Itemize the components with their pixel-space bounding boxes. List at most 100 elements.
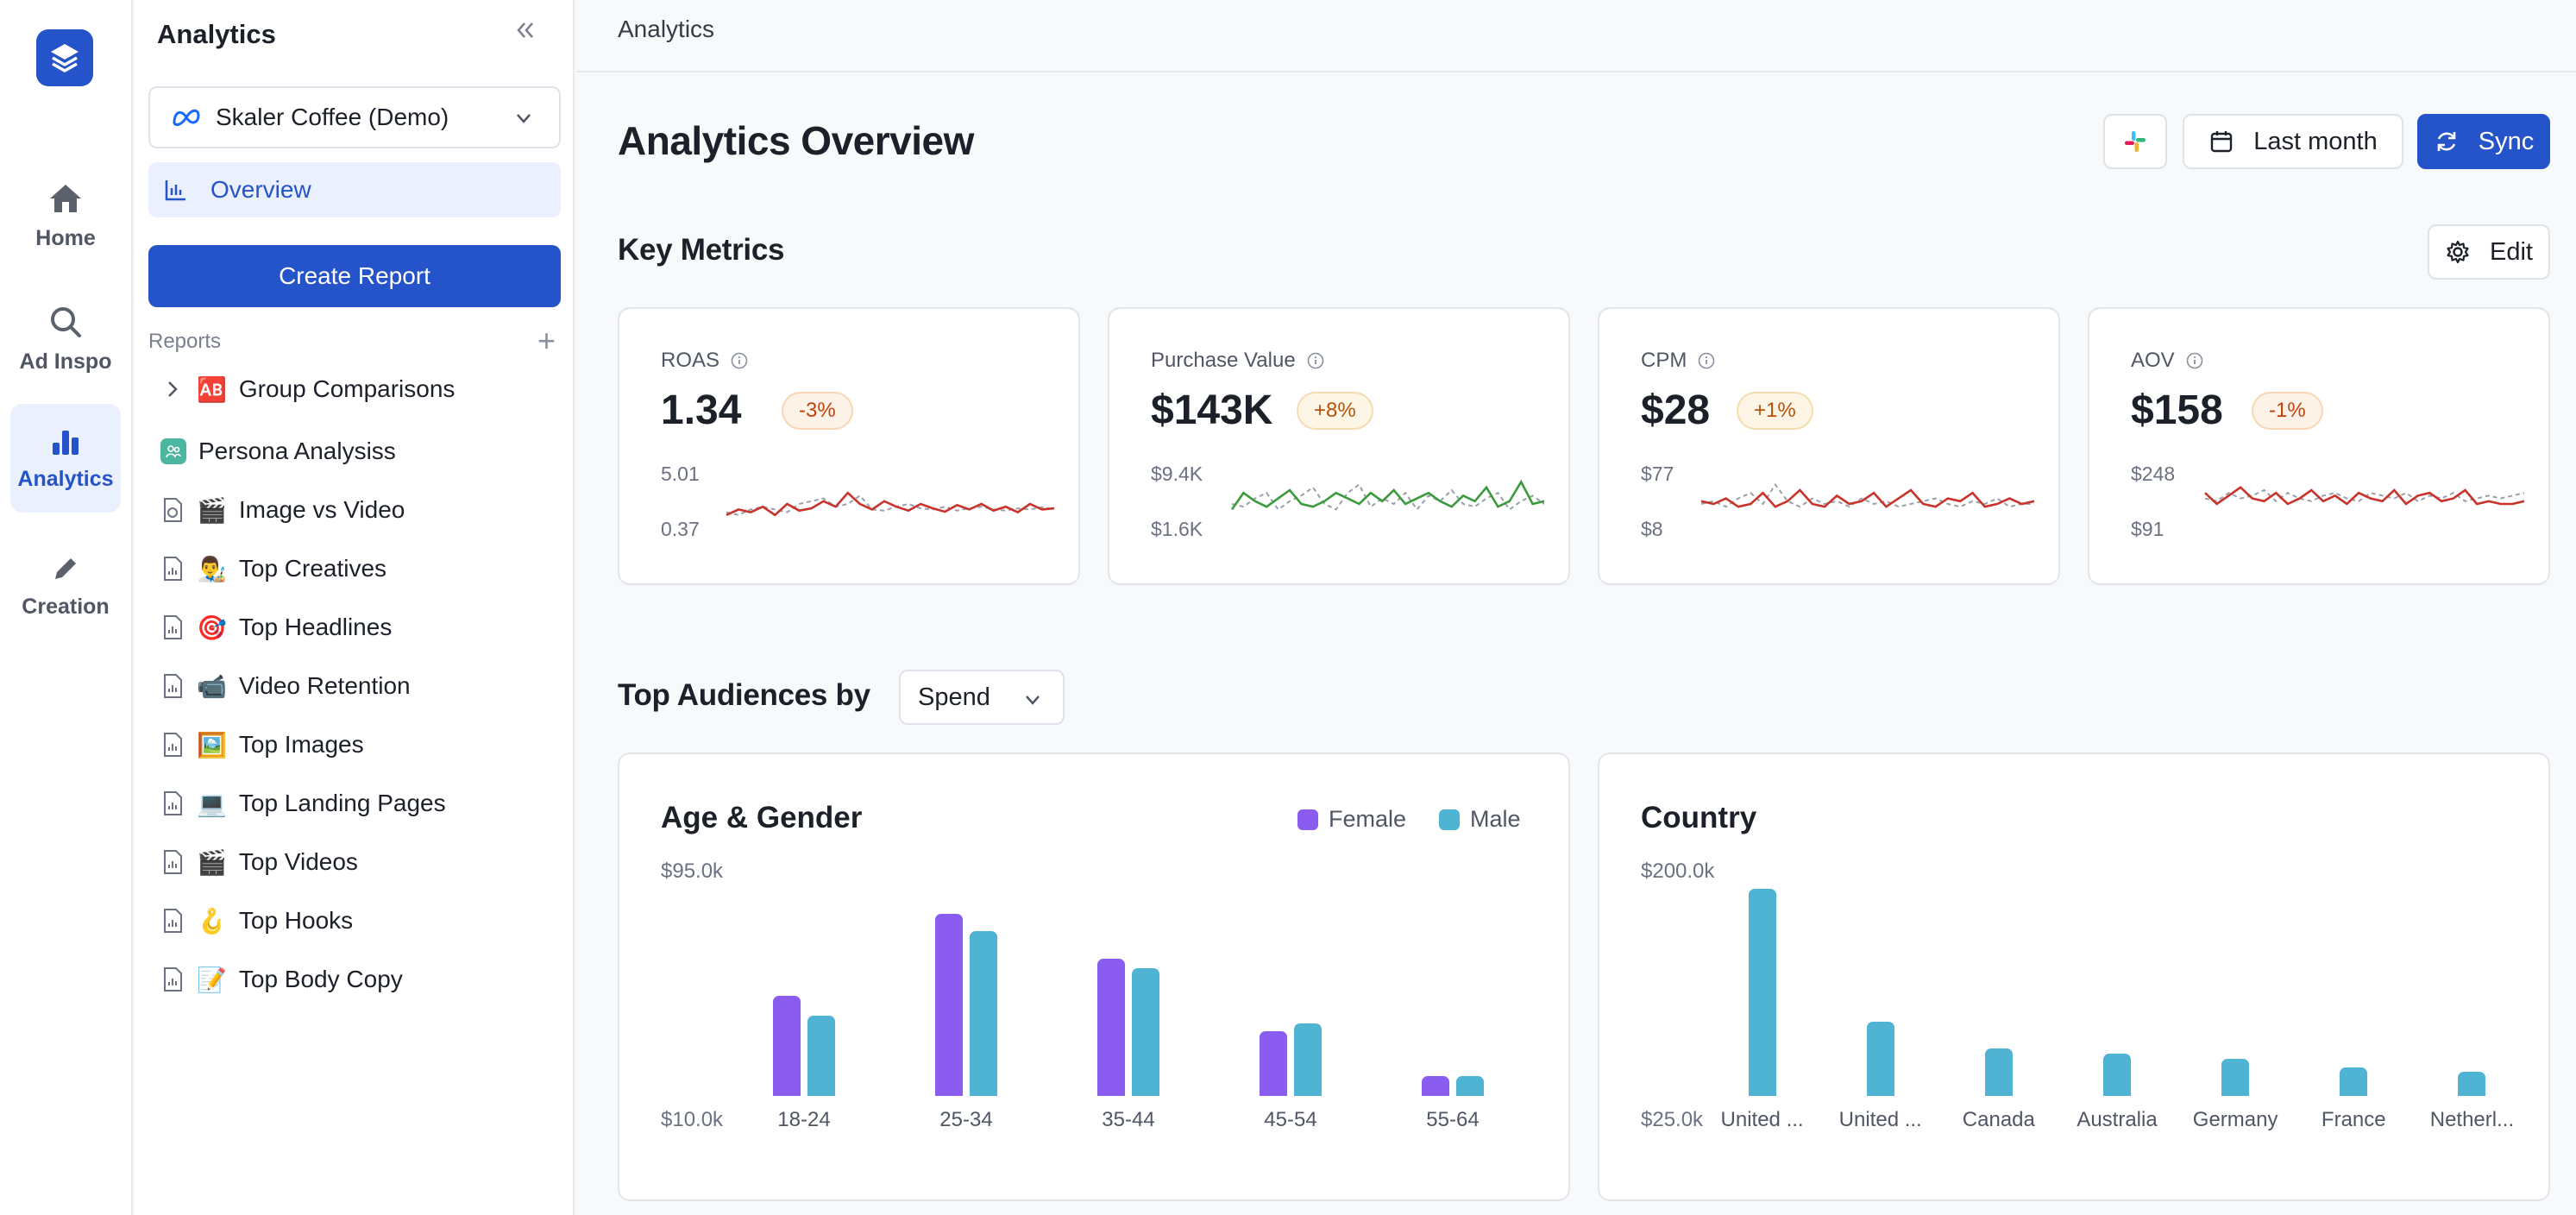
report-top-body-copy[interactable]: 📝 Top Body Copy bbox=[160, 958, 403, 1001]
report-label: Video Retention bbox=[238, 672, 411, 699]
chart-bar[interactable] bbox=[1422, 1075, 1449, 1096]
report-video-retention[interactable]: 📹 Video Retention bbox=[160, 664, 411, 708]
report-icon bbox=[164, 733, 182, 757]
app-rail: Home Ad Inspo Analytics Creation bbox=[0, 0, 133, 1215]
breadcrumb[interactable]: Analytics bbox=[618, 16, 715, 42]
report-label: Top Images bbox=[238, 731, 364, 758]
x-tick-label: Germany bbox=[2192, 1108, 2278, 1131]
sparkline-axis-top: $248 bbox=[2131, 463, 2176, 485]
chart-bar[interactable] bbox=[1097, 958, 1125, 1096]
age-gender-chart-card: Age & Gender Female Male $95.0k $10.0k 1… bbox=[618, 752, 1570, 1201]
report-persona-analysis[interactable]: Persona Analysiss bbox=[160, 430, 396, 473]
analytics-sidebar: Analytics Skaler Coffee (Demo) Overview … bbox=[135, 0, 575, 1215]
edit-label: Edit bbox=[2490, 237, 2533, 266]
report-icon bbox=[164, 909, 182, 933]
report-top-images[interactable]: 🖼️ Top Images bbox=[160, 723, 364, 766]
report-group-comparisons[interactable]: 🆎 Group Comparisons bbox=[160, 368, 455, 411]
report-top-headlines[interactable]: 🎯 Top Headlines bbox=[160, 606, 392, 649]
chevron-right-icon[interactable] bbox=[160, 377, 185, 401]
report-emoji: 🪝 bbox=[197, 907, 227, 935]
report-icon bbox=[164, 615, 182, 639]
sparkline-current bbox=[2204, 486, 2525, 506]
metric-change-badge: -3% bbox=[782, 392, 853, 430]
chart-bar[interactable] bbox=[1748, 889, 1776, 1096]
app-logo[interactable] bbox=[36, 29, 93, 86]
metric-label-text: CPM bbox=[1641, 349, 1687, 372]
chart-bar[interactable] bbox=[2221, 1058, 2250, 1096]
rail-label-ad-inspo: Ad Inspo bbox=[19, 349, 112, 374]
report-top-landing-pages[interactable]: 💻 Top Landing Pages bbox=[160, 782, 446, 825]
sparkline-axis-top: 5.01 bbox=[661, 463, 700, 485]
metric-card[interactable]: ROAS 1.34 -3% 5.01 0.37 bbox=[618, 307, 1080, 585]
date-range-button[interactable]: Last month bbox=[2183, 114, 2403, 169]
chart-bar[interactable] bbox=[1260, 1030, 1287, 1096]
info-icon[interactable] bbox=[730, 351, 749, 370]
report-emoji: 💻 bbox=[197, 790, 227, 817]
report-label: Image vs Video bbox=[238, 496, 405, 523]
sparkline-axis-bottom: $1.6K bbox=[1151, 518, 1203, 540]
chart-bar[interactable] bbox=[970, 930, 997, 1096]
chart-bar[interactable] bbox=[1984, 1048, 2013, 1096]
metric-label: ROAS bbox=[661, 349, 749, 373]
rail-item-creation[interactable]: Creation bbox=[10, 532, 121, 640]
nav-overview[interactable]: Overview bbox=[148, 162, 561, 217]
x-tick-label: 45-54 bbox=[1264, 1108, 1317, 1131]
pencil-icon bbox=[55, 557, 76, 579]
x-tick-label: United ... bbox=[1720, 1108, 1804, 1131]
info-icon[interactable] bbox=[2185, 351, 2204, 370]
report-emoji: 🆎 bbox=[197, 375, 227, 403]
bar-chart-icon bbox=[53, 430, 79, 455]
rail-item-analytics[interactable]: Analytics bbox=[10, 404, 121, 513]
report-emoji: 👨‍🎨 bbox=[197, 555, 227, 582]
layers-icon bbox=[51, 44, 79, 72]
rail-item-home[interactable]: Home bbox=[10, 161, 121, 270]
report-image-vs-video[interactable]: 🎬 Image vs Video bbox=[160, 488, 405, 532]
chart-title: Age & Gender bbox=[661, 801, 863, 834]
create-report-button[interactable]: Create Report bbox=[148, 245, 561, 307]
chart-title: Country bbox=[1641, 801, 1757, 834]
report-top-hooks[interactable]: 🪝 Top Hooks bbox=[160, 899, 353, 942]
metric-card[interactable]: CPM $28 +1% $77 $8 bbox=[1598, 307, 2060, 585]
report-label: Top Hooks bbox=[238, 907, 354, 934]
info-icon[interactable] bbox=[1697, 351, 1716, 370]
sparkline bbox=[1700, 482, 2035, 508]
report-icon bbox=[164, 850, 182, 874]
audience-metric-select[interactable]: Spend bbox=[899, 670, 1065, 725]
add-report-button[interactable]: + bbox=[537, 323, 556, 358]
info-icon[interactable] bbox=[1306, 351, 1325, 370]
rail-label-analytics: Analytics bbox=[17, 466, 114, 491]
chart-bar[interactable] bbox=[1132, 968, 1159, 1096]
chart-bar[interactable] bbox=[773, 996, 801, 1096]
chart-bar[interactable] bbox=[807, 1016, 835, 1096]
report-label: Group Comparisons bbox=[238, 375, 456, 402]
y-tick-top: $95.0k bbox=[661, 859, 724, 883]
sparkline-current bbox=[1230, 479, 1545, 511]
sparkline bbox=[2204, 486, 2525, 506]
compare-icon bbox=[164, 498, 182, 522]
chart-bar[interactable] bbox=[1294, 1023, 1322, 1096]
top-bar: Analytics bbox=[576, 0, 2576, 72]
metric-label: Purchase Value bbox=[1151, 349, 1325, 373]
y-tick-bottom: $25.0k bbox=[1641, 1108, 1704, 1131]
report-top-creatives[interactable]: 👨‍🎨 Top Creatives bbox=[160, 547, 386, 590]
account-selector[interactable]: Skaler Coffee (Demo) bbox=[148, 86, 561, 148]
slack-button[interactable] bbox=[2103, 114, 2167, 169]
chart-bar[interactable] bbox=[2340, 1067, 2368, 1096]
chart-bar[interactable] bbox=[1456, 1075, 1484, 1096]
collapse-sidebar-button[interactable] bbox=[514, 19, 537, 48]
chart-bar[interactable] bbox=[2458, 1071, 2486, 1096]
report-icon bbox=[164, 791, 182, 815]
audience-metric-value: Spend bbox=[918, 683, 990, 711]
metric-card[interactable]: AOV $158 -1% $248 $91 bbox=[2088, 307, 2550, 585]
chart-bar[interactable] bbox=[2103, 1053, 2131, 1096]
report-top-videos[interactable]: 🎬 Top Videos bbox=[160, 840, 358, 884]
sync-button[interactable]: Sync bbox=[2417, 114, 2550, 169]
report-emoji: 📝 bbox=[197, 966, 227, 993]
metric-change-badge: +1% bbox=[1737, 392, 1813, 430]
reports-heading: Reports + bbox=[148, 323, 561, 358]
metric-card[interactable]: Purchase Value $143K +8% $9.4K $1.6K bbox=[1108, 307, 1570, 585]
chart-bar[interactable] bbox=[935, 913, 963, 1096]
chart-bar[interactable] bbox=[1866, 1021, 1894, 1096]
edit-metrics-button[interactable]: Edit bbox=[2428, 224, 2550, 280]
rail-item-ad-inspo[interactable]: Ad Inspo bbox=[10, 285, 121, 393]
